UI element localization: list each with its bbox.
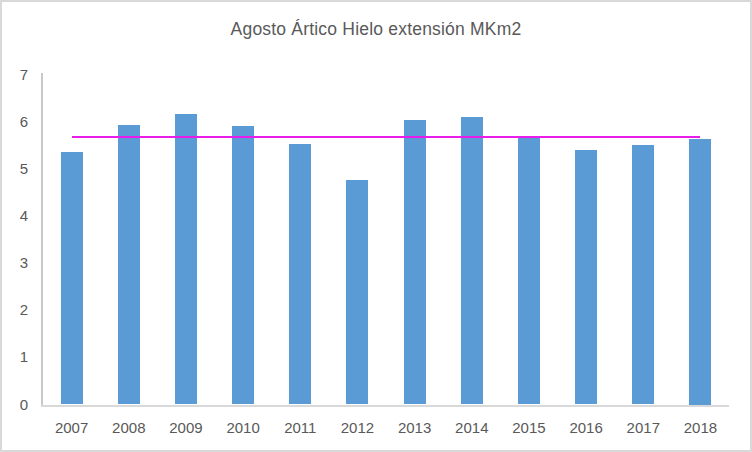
y-tick-label: 2 <box>2 301 28 319</box>
x-tick-label: 2009 <box>157 419 214 437</box>
y-tick-label: 3 <box>2 254 28 272</box>
bar-2014 <box>461 117 483 405</box>
x-tick-label: 2018 <box>672 419 729 437</box>
bar-2018 <box>689 139 711 405</box>
bar-2016 <box>575 150 597 404</box>
y-tick-label: 4 <box>2 207 28 225</box>
x-tick-label: 2012 <box>329 419 386 437</box>
bar-2011 <box>289 144 311 404</box>
x-tick-label: 2017 <box>615 419 672 437</box>
x-tick-label: 2008 <box>100 419 157 437</box>
bar-2007 <box>61 152 83 405</box>
chart-title: Agosto Ártico Hielo extensión MKm2 <box>2 19 750 40</box>
x-tick-label: 2016 <box>558 419 615 437</box>
x-tick-label: 2010 <box>215 419 272 437</box>
bar-2010 <box>232 126 254 405</box>
y-axis-line <box>41 73 43 407</box>
x-axis-line <box>41 405 729 407</box>
y-tick-label: 5 <box>2 160 28 178</box>
x-tick-label: 2015 <box>500 419 557 437</box>
x-tick-label: 2011 <box>272 419 329 437</box>
mean-line <box>72 136 701 138</box>
x-tick-label: 2007 <box>43 419 100 437</box>
x-tick-label: 2014 <box>443 419 500 437</box>
y-tick-label: 1 <box>2 348 28 366</box>
bar-2015 <box>518 138 540 404</box>
y-tick-label: 6 <box>2 113 28 131</box>
bar-2009 <box>175 114 197 404</box>
bar-2012 <box>346 180 368 404</box>
x-tick-label: 2013 <box>386 419 443 437</box>
chart-canvas: Agosto Ártico Hielo extensión MKm2 0 1 2 3 4… <box>0 0 752 452</box>
bar-2017 <box>632 145 654 405</box>
bar-2013 <box>404 120 426 404</box>
y-tick-label: 7 <box>2 66 28 84</box>
y-tick-label: 0 <box>2 396 28 414</box>
bar-2008 <box>118 125 140 405</box>
